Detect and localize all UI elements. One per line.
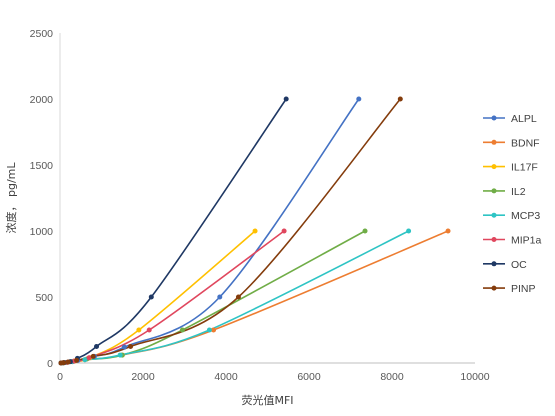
legend-item-mip1a: MIP1a (483, 235, 542, 247)
data-point-pinp (61, 360, 67, 366)
data-point-pinp (397, 96, 403, 102)
series-line-il17f (60, 230, 256, 364)
series-line-il2 (60, 230, 366, 364)
data-point-mip1a (281, 228, 287, 234)
x-tick-label: 6000 (297, 371, 321, 383)
series-line-oc (60, 98, 287, 364)
legend-item-mcp3: MCP3 (483, 210, 540, 222)
legend-swatch-marker (491, 139, 497, 145)
data-point-oc (94, 344, 100, 349)
y-tick-label: 1500 (30, 160, 54, 172)
x-axis-title: 荧光值MFI (241, 393, 293, 407)
legend-item-il17f: IL17F (483, 162, 538, 174)
legend-label: MIP1a (511, 235, 542, 247)
x-tick-label: 8000 (380, 371, 404, 383)
data-point-il2 (362, 228, 368, 234)
legend-item-pinp: PINP (483, 283, 536, 295)
data-point-pinp (65, 359, 71, 365)
series-line-mcp3 (60, 230, 410, 364)
data-point-alpl (121, 344, 127, 350)
x-tick-label: 0 (57, 371, 63, 383)
legend-label: OC (511, 259, 527, 271)
legend-swatch-marker (491, 164, 497, 170)
data-point-il2 (179, 327, 185, 333)
legend-label: PINP (511, 283, 536, 295)
x-tick-label: 10000 (460, 371, 489, 383)
legend-label: IL17F (511, 162, 538, 174)
data-point-pinp (90, 353, 96, 359)
data-point-alpl (356, 96, 362, 102)
y-tick-label: 1000 (30, 226, 54, 238)
y-tick-label: 2000 (30, 94, 54, 106)
legend-swatch-marker (491, 115, 497, 121)
data-point-oc (148, 294, 154, 300)
legend-item-alpl: ALPL (483, 113, 537, 125)
series-line-alpl (60, 98, 360, 364)
data-point-bdnf (445, 228, 451, 234)
x-tick-label: 2000 (131, 371, 155, 383)
legend-item-il2: IL2 (483, 186, 526, 198)
y-tick-label: 2500 (30, 28, 54, 40)
data-point-il17f (252, 228, 258, 234)
legend-swatch-marker (491, 261, 497, 267)
data-point-oc (283, 96, 289, 102)
data-point-pinp (74, 357, 80, 363)
y-axis-title: 浓度， pg/mL (4, 162, 18, 234)
data-point-mcp3 (82, 357, 88, 363)
axes (59, 33, 475, 364)
x-tick-labels: 0 2000 4000 6000 8000 10000 (57, 371, 490, 383)
legend: ALPL BDNF IL17F IL2 MCP3 MIP1a OC PINP (483, 113, 542, 295)
data-point-alpl (217, 294, 223, 300)
legend-label: IL2 (511, 186, 526, 198)
data-point-mcp3 (117, 352, 123, 358)
legend-swatch-marker (491, 212, 497, 218)
legend-item-oc: OC (483, 259, 527, 271)
legend-label: MCP3 (511, 210, 540, 222)
y-tick-label: 500 (35, 292, 53, 304)
x-tick-label: 4000 (214, 371, 238, 383)
data-point-pinp (128, 344, 134, 349)
y-tick-labels: 0 500 1000 1500 2000 2500 (30, 28, 54, 370)
data-point-il17f (136, 327, 142, 333)
legend-label: ALPL (511, 113, 537, 125)
legend-swatch-marker (491, 188, 497, 194)
legend-label: BDNF (511, 137, 540, 149)
data-point-mcp3 (406, 228, 412, 234)
legend-item-bdnf: BDNF (483, 137, 540, 149)
data-point-bdnf (211, 327, 217, 333)
y-tick-label: 0 (47, 358, 53, 370)
legend-swatch-marker (491, 285, 497, 291)
data-point-pinp (235, 294, 241, 300)
series-points (58, 96, 451, 366)
legend-swatch-marker (491, 237, 497, 242)
data-point-mcp3 (206, 327, 212, 333)
data-point-mip1a (146, 327, 152, 333)
data-point-mip1a (86, 355, 92, 361)
